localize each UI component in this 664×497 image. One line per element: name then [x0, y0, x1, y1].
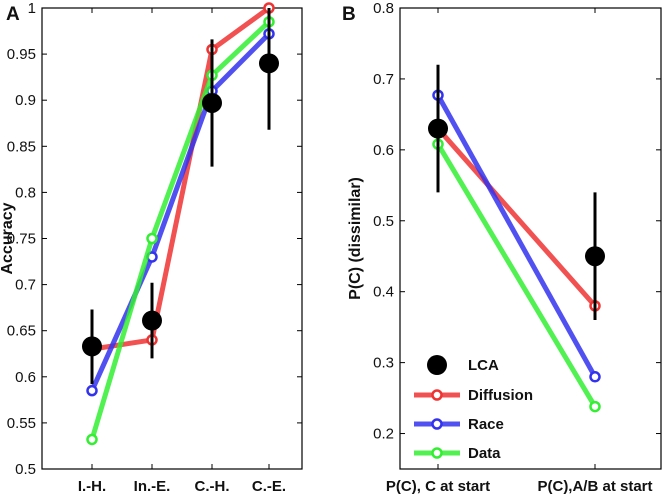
y-tick-label: 0.6	[373, 142, 394, 159]
lca-point	[82, 336, 102, 357]
legend-marker-diffusion	[431, 389, 443, 401]
series-line-data	[435, 142, 598, 408]
y-tick-label: 0.55	[7, 415, 36, 432]
y-tick-label: 0.3	[373, 355, 394, 372]
legend-label-race: Race	[468, 416, 504, 433]
y-tick-label: 0.7	[373, 71, 394, 88]
legend-marker-data	[431, 447, 443, 459]
y-axis-label: Accuracy	[0, 202, 16, 274]
panel-letter-a: A	[6, 4, 20, 25]
data-point-data	[86, 433, 98, 446]
series-line-data	[89, 20, 271, 441]
legend-label-diffusion: Diffusion	[468, 387, 533, 404]
y-tick-label: 0.2	[373, 426, 394, 443]
y-tick-label: 0.65	[7, 323, 36, 340]
lca-point	[202, 92, 222, 113]
y-tick-label: 0.8	[373, 0, 394, 17]
y-axis-label: P(C) (dissimilar)	[347, 177, 364, 300]
data-point-data	[146, 232, 158, 245]
series-line-race	[89, 32, 271, 392]
y-tick-label: 0.7	[15, 277, 36, 294]
panel-letter-b: B	[342, 4, 356, 25]
y-tick-label: 0.95	[7, 46, 36, 63]
x-category-label: I.-H.	[78, 478, 106, 495]
legend-marker-race	[431, 418, 443, 430]
lca-point	[259, 53, 279, 74]
y-tick-label: 0.8	[15, 184, 36, 201]
x-category-label: P(C),A/B at start	[537, 478, 652, 495]
plot-frame	[399, 7, 662, 470]
y-tick-label: 0.6	[15, 369, 36, 386]
x-category-label: C.-E.	[252, 478, 286, 495]
panel-a-chart: 0.5 0.55 0.6 0.65 0.7 0.75 0.8 0.85 0.9 0.95 1 I.-H…	[0, 0, 303, 495]
y-tick-label: 1	[28, 0, 36, 17]
y-tick-label: 0.4	[373, 284, 394, 301]
legend-label-lca: LCA	[468, 357, 499, 374]
series-line-race	[435, 94, 598, 379]
y-tick-label: 0.9	[15, 92, 36, 109]
y-tick-label: 0.5	[15, 461, 36, 478]
lca-point	[585, 246, 605, 267]
panel-b-chart: 0.2 0.3 0.4 0.5 0.6 0.7 0.8 P(C), C at start P(C…	[347, 0, 662, 495]
lca-point	[428, 118, 448, 139]
legend-marker-lca	[427, 355, 447, 375]
series-line-diffusion	[436, 126, 597, 308]
x-category-label: In.-E.	[134, 478, 171, 495]
lca-point	[142, 310, 162, 331]
y-tick-label: 0.5	[373, 213, 394, 230]
x-category-label: C.-H.	[195, 478, 230, 495]
data-point-race	[589, 371, 601, 383]
data-point-race	[86, 384, 98, 397]
y-tick-label: 0.75	[7, 231, 36, 248]
y-tick-label: 0.85	[7, 138, 36, 155]
x-category-label: P(C), C at start	[386, 478, 490, 495]
legend-label-data: Data	[468, 445, 501, 462]
data-point-data	[589, 400, 601, 413]
